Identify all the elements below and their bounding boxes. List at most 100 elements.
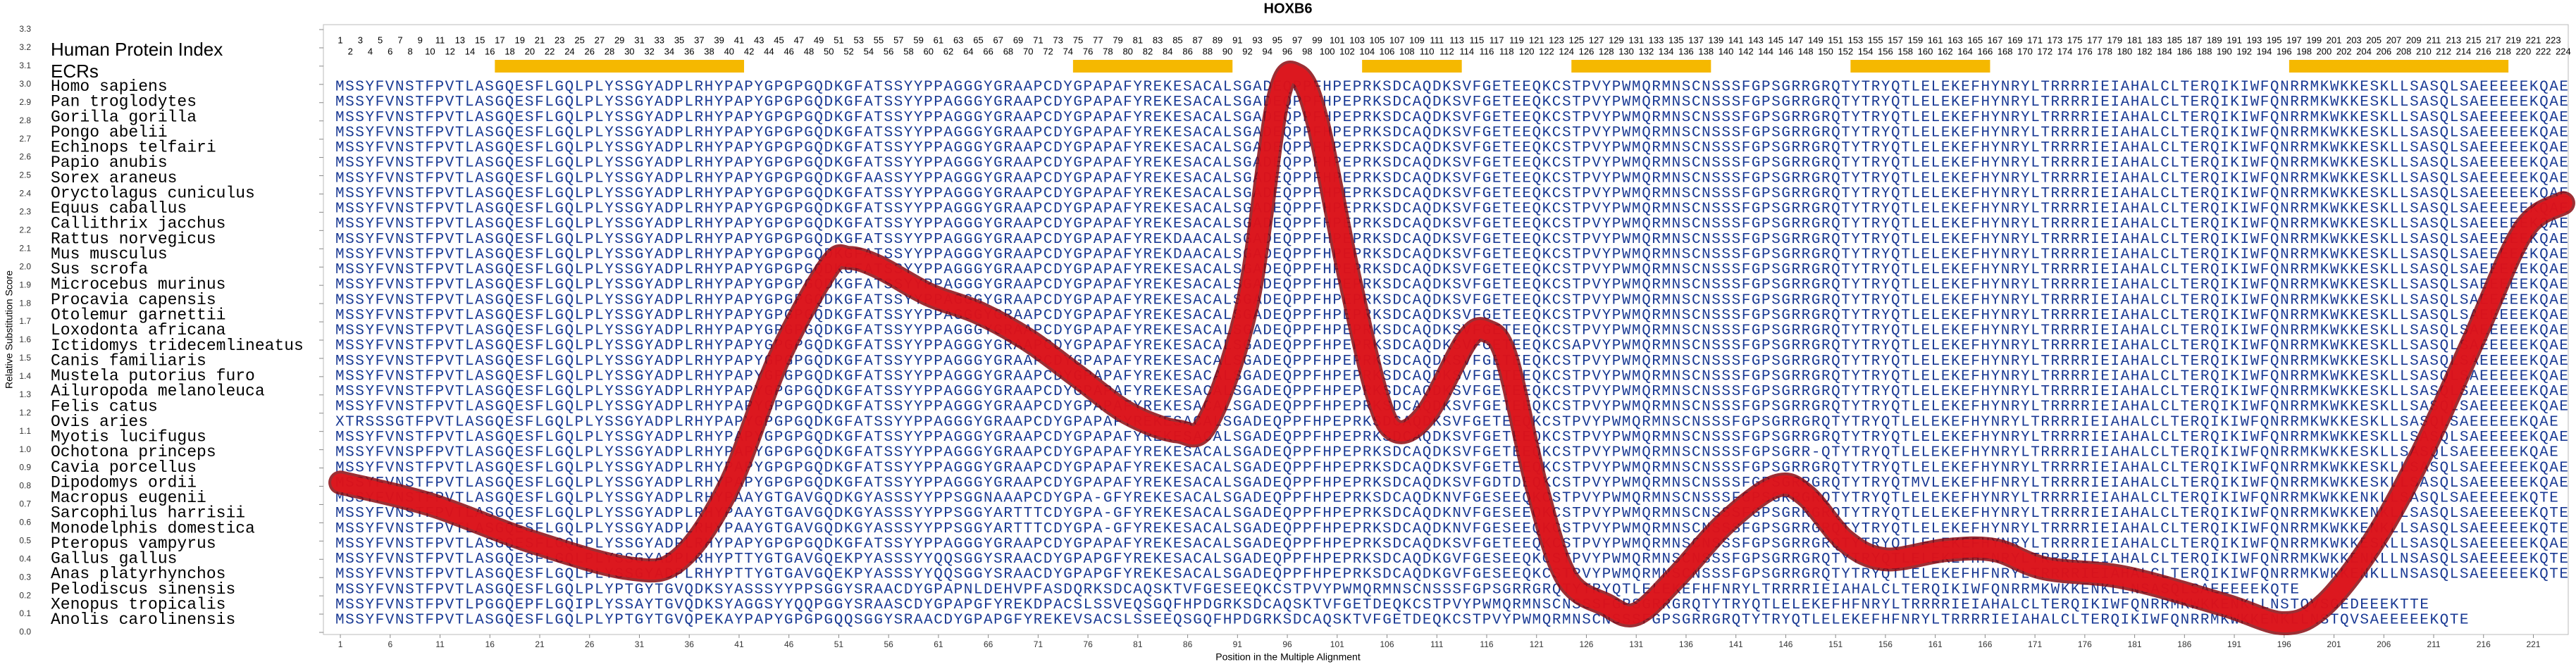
x-tick-label: 16 xyxy=(485,639,495,649)
protein-index: 194 xyxy=(2257,46,2272,56)
y-tick-label: 1.9 xyxy=(19,280,31,289)
protein-index: 190 xyxy=(2217,46,2232,56)
protein-index: 154 xyxy=(1858,46,1874,56)
protein-index: 207 xyxy=(2386,35,2402,45)
x-tick-label: 106 xyxy=(1380,639,1394,649)
protein-index: 102 xyxy=(1339,46,1355,56)
x-tick-label: 151 xyxy=(1828,639,1843,649)
y-tick-label: 2.2 xyxy=(19,225,31,235)
x-tick-label: 46 xyxy=(784,639,794,649)
protein-index: 28 xyxy=(605,46,614,56)
sequence: MSSYFVNSTFPVTLASGQESFLGQLPLYSSGYADPLRHYP… xyxy=(335,186,2568,202)
protein-index: 69 xyxy=(1013,35,1023,45)
ecr-bar xyxy=(495,60,745,73)
protein-index: 20 xyxy=(525,46,535,56)
protein-index: 191 xyxy=(2227,35,2242,45)
species-name: Anolis carolinensis xyxy=(51,611,235,629)
protein-index: 141 xyxy=(1728,35,1744,45)
x-tick-label: 1 xyxy=(338,639,343,649)
sequence: MSSYFVNSTFPVTLASGQESFLGQLPLYSSGYADPLRHYP… xyxy=(335,399,2568,415)
protein-index: 122 xyxy=(1539,46,1554,56)
protein-index: 97 xyxy=(1292,35,1302,45)
protein-index: 214 xyxy=(2456,46,2472,56)
protein-index: 173 xyxy=(2048,35,2063,45)
protein-index: 139 xyxy=(1709,35,1724,45)
protein-index: 59 xyxy=(913,35,923,45)
species-name: Monodelphis domestica xyxy=(51,519,255,537)
protein-index: 105 xyxy=(1370,35,1385,45)
x-tick-label: 11 xyxy=(435,639,445,649)
protein-index: 1 xyxy=(338,35,342,45)
protein-index: 138 xyxy=(1698,46,1714,56)
species-name: Papio anubis xyxy=(51,154,168,172)
protein-index: 171 xyxy=(2027,35,2043,45)
protein-index: 13 xyxy=(455,35,465,45)
y-tick-label: 0.5 xyxy=(19,535,31,545)
protein-index: 224 xyxy=(2556,46,2571,56)
x-tick-label: 116 xyxy=(1480,639,1493,649)
protein-index: 81 xyxy=(1133,35,1143,45)
species-name: Ictidomys tridecemlineatus xyxy=(51,337,304,355)
ecr-bar xyxy=(1850,60,1990,73)
protein-index: 204 xyxy=(2356,46,2372,56)
protein-index: 177 xyxy=(2087,35,2103,45)
protein-index: 16 xyxy=(485,46,495,56)
protein-index: 113 xyxy=(1449,35,1464,45)
y-tick-label: 0.3 xyxy=(19,572,31,582)
species-name: Pan troglodytes xyxy=(51,93,197,111)
species-name: Gallus gallus xyxy=(51,550,177,568)
species-name: Loxodonta africana xyxy=(51,321,226,339)
protein-index: 123 xyxy=(1549,35,1564,45)
protein-index: 125 xyxy=(1568,35,1584,45)
protein-index: 77 xyxy=(1093,35,1103,45)
x-tick-label: 71 xyxy=(1034,639,1044,649)
protein-index: 175 xyxy=(2067,35,2083,45)
protein-index: 66 xyxy=(983,46,993,56)
protein-index: 131 xyxy=(1628,35,1644,45)
protein-index: 134 xyxy=(1659,46,1674,56)
protein-index: 142 xyxy=(1738,46,1754,56)
x-tick-label: 61 xyxy=(934,639,943,649)
protein-index: 198 xyxy=(2296,46,2312,56)
protein-index: 32 xyxy=(644,46,654,56)
protein-index: 114 xyxy=(1459,46,1474,56)
sequence: MSSYFVNSTFPVTLASGQESFLGQLPLYSSGYADPLRHYP… xyxy=(335,246,2568,263)
protein-index: 86 xyxy=(1182,46,1192,56)
x-tick-label: 161 xyxy=(1928,639,1943,649)
protein-index: 8 xyxy=(407,46,412,56)
y-tick-label: 0.0 xyxy=(19,627,31,637)
protein-index: 89 xyxy=(1213,35,1222,45)
protein-index: 143 xyxy=(1748,35,1764,45)
protein-index: 94 xyxy=(1263,46,1272,56)
protein-index: 2 xyxy=(348,46,353,56)
species-name: Anas platyrhynchos xyxy=(51,565,225,583)
protein-index: 188 xyxy=(2197,46,2212,56)
species-name: Oryctolagus cuniculus xyxy=(51,184,255,202)
protein-index: 145 xyxy=(1768,35,1783,45)
chart-title: HOXB6 xyxy=(1264,1,1313,16)
y-tick-label: 2.8 xyxy=(19,115,31,125)
protein-index: 162 xyxy=(1938,46,1953,56)
protein-index: 133 xyxy=(1649,35,1664,45)
species-name: Pongo abelii xyxy=(51,123,168,142)
protein-index: 140 xyxy=(1719,46,1734,56)
species-name: Myotis lucifugus xyxy=(51,428,206,446)
protein-index: 203 xyxy=(2346,35,2362,45)
protein-index: 155 xyxy=(1868,35,1883,45)
protein-index: 184 xyxy=(2157,46,2172,56)
protein-index: 7 xyxy=(397,35,402,45)
protein-index: 111 xyxy=(1430,35,1444,45)
species-name: Mustela putorius furo xyxy=(51,367,255,385)
y-tick-label: 3.2 xyxy=(19,42,31,52)
protein-index: 158 xyxy=(1897,46,1913,56)
protein-index: 99 xyxy=(1312,35,1322,45)
sequence: MSSYFVNSTFPVTLASGQESFLGQLPLYPTGYTGVQDKSY… xyxy=(335,582,2299,598)
protein-index: 151 xyxy=(1828,35,1843,45)
y-tick-label: 1.0 xyxy=(19,444,31,454)
sequence: MSSYFVNSTFPVTLASGQESFLGQLPLYSSGYADPLRHYP… xyxy=(335,430,2568,446)
ecr-bar xyxy=(1362,60,1462,73)
x-tick-label: 211 xyxy=(2427,639,2440,649)
species-name: Equus caballus xyxy=(51,199,187,218)
protein-index: 44 xyxy=(764,46,774,56)
protein-index: 152 xyxy=(1838,46,1853,56)
